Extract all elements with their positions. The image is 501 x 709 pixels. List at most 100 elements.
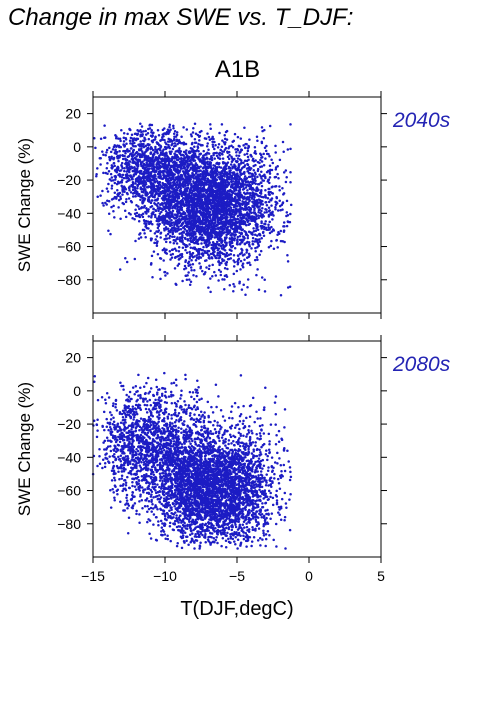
data-point bbox=[151, 195, 155, 199]
data-point bbox=[216, 218, 220, 221]
data-point bbox=[223, 188, 227, 191]
data-point bbox=[138, 207, 141, 211]
data-point bbox=[121, 157, 125, 161]
data-point bbox=[271, 228, 275, 231]
data-point bbox=[149, 201, 153, 205]
data-point bbox=[138, 155, 142, 158]
data-point bbox=[151, 184, 155, 188]
data-point bbox=[207, 194, 211, 198]
data-point bbox=[230, 176, 234, 179]
data-point bbox=[188, 159, 191, 163]
data-point bbox=[256, 239, 259, 242]
data-point bbox=[121, 167, 124, 170]
data-point bbox=[136, 164, 140, 167]
data-point bbox=[122, 132, 126, 135]
data-point bbox=[229, 163, 233, 166]
data-point bbox=[109, 172, 113, 176]
data-point bbox=[155, 156, 158, 160]
data-point bbox=[208, 241, 211, 244]
data-point bbox=[211, 263, 214, 267]
data-point bbox=[188, 232, 191, 236]
data-point bbox=[225, 263, 228, 267]
data-point bbox=[264, 220, 267, 223]
data-point bbox=[248, 187, 252, 191]
data-point bbox=[260, 227, 263, 230]
data-point bbox=[133, 217, 136, 221]
data-point bbox=[274, 184, 278, 188]
data-point bbox=[210, 229, 214, 233]
data-point bbox=[172, 188, 175, 191]
data-point bbox=[233, 285, 236, 288]
data-point bbox=[202, 188, 206, 192]
data-point bbox=[197, 165, 200, 168]
data-point bbox=[208, 264, 211, 267]
data-point bbox=[201, 269, 204, 273]
data-point bbox=[264, 189, 267, 192]
data-point bbox=[190, 232, 193, 235]
data-point bbox=[235, 177, 238, 180]
data-point bbox=[164, 225, 168, 229]
data-point bbox=[230, 178, 233, 181]
data-point bbox=[116, 193, 119, 196]
data-point bbox=[200, 233, 204, 237]
data-point bbox=[223, 238, 227, 242]
data-point bbox=[177, 217, 181, 221]
data-point bbox=[176, 236, 179, 239]
data-point bbox=[150, 139, 154, 143]
data-point bbox=[198, 130, 202, 134]
data-point bbox=[199, 186, 202, 190]
data-point bbox=[160, 138, 164, 141]
data-point bbox=[274, 208, 277, 211]
data-point bbox=[229, 257, 233, 260]
data-point bbox=[225, 233, 228, 237]
data-point bbox=[216, 182, 220, 185]
data-point bbox=[240, 213, 243, 216]
data-point bbox=[122, 202, 126, 206]
data-point bbox=[175, 219, 178, 223]
data-point bbox=[188, 257, 191, 260]
data-point bbox=[125, 170, 129, 173]
data-point bbox=[238, 235, 242, 238]
data-point bbox=[150, 128, 153, 132]
data-point bbox=[172, 124, 175, 128]
data-point bbox=[242, 165, 245, 169]
data-point bbox=[141, 194, 144, 197]
data-point bbox=[161, 170, 164, 173]
data-point bbox=[200, 198, 204, 202]
data-point bbox=[262, 230, 265, 234]
data-point bbox=[223, 267, 227, 270]
y-axis-title: SWE Change (%) bbox=[15, 138, 34, 272]
data-point bbox=[207, 187, 210, 190]
data-point bbox=[254, 246, 257, 250]
data-point bbox=[235, 228, 239, 232]
data-point bbox=[154, 135, 157, 138]
data-point bbox=[236, 254, 240, 257]
data-point bbox=[176, 158, 180, 162]
data-point bbox=[235, 269, 239, 273]
data-point bbox=[194, 175, 197, 179]
data-point bbox=[243, 258, 246, 261]
data-point bbox=[223, 287, 226, 291]
data-point bbox=[176, 255, 179, 258]
data-point bbox=[169, 165, 173, 169]
data-point bbox=[131, 192, 135, 195]
data-point bbox=[213, 216, 216, 219]
data-point bbox=[160, 185, 163, 189]
data-point bbox=[222, 167, 225, 171]
data-point bbox=[192, 169, 195, 173]
data-point bbox=[229, 194, 233, 197]
data-point bbox=[237, 193, 240, 197]
data-point bbox=[264, 201, 267, 204]
data-point bbox=[116, 144, 119, 147]
data-point bbox=[120, 184, 123, 188]
data-point bbox=[196, 239, 199, 243]
data-point bbox=[203, 232, 207, 235]
data-point bbox=[164, 210, 168, 213]
data-point bbox=[154, 145, 157, 149]
data-point bbox=[270, 185, 274, 189]
data-point bbox=[191, 148, 194, 151]
data-point bbox=[284, 180, 288, 184]
data-point bbox=[238, 202, 241, 205]
